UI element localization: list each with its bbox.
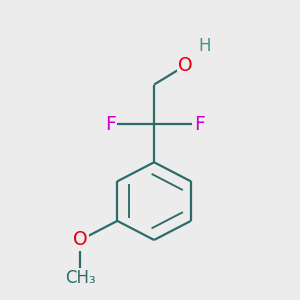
Text: O: O bbox=[178, 56, 193, 75]
Text: H: H bbox=[198, 38, 211, 56]
Text: O: O bbox=[73, 230, 88, 250]
Text: F: F bbox=[105, 115, 116, 134]
Text: F: F bbox=[194, 115, 205, 134]
Text: CH₃: CH₃ bbox=[65, 269, 96, 287]
